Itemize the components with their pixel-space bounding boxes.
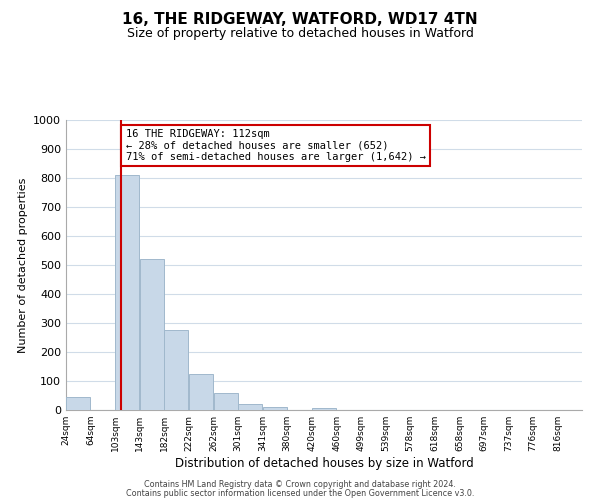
Bar (214, 393, 238, 410)
Bar (189, 374, 213, 410)
Text: 16, THE RIDGEWAY, WATFORD, WD17 4TN: 16, THE RIDGEWAY, WATFORD, WD17 4TN (122, 12, 478, 28)
Text: Contains public sector information licensed under the Open Government Licence v3: Contains public sector information licen… (126, 490, 474, 498)
Bar (115, 175, 139, 410)
Bar (238, 404, 262, 410)
Bar (66, 396, 90, 410)
Y-axis label: Number of detached properties: Number of detached properties (17, 178, 28, 352)
Bar (263, 406, 287, 410)
Text: 16 THE RIDGEWAY: 112sqm
← 28% of detached houses are smaller (652)
71% of semi-d: 16 THE RIDGEWAY: 112sqm ← 28% of detache… (125, 128, 425, 162)
X-axis label: Distribution of detached houses by size in Watford: Distribution of detached houses by size … (175, 457, 473, 470)
Bar (164, 330, 188, 410)
Bar (140, 259, 164, 410)
Text: Contains HM Land Registry data © Crown copyright and database right 2024.: Contains HM Land Registry data © Crown c… (144, 480, 456, 489)
Bar (312, 408, 336, 410)
Text: Size of property relative to detached houses in Watford: Size of property relative to detached ho… (127, 28, 473, 40)
